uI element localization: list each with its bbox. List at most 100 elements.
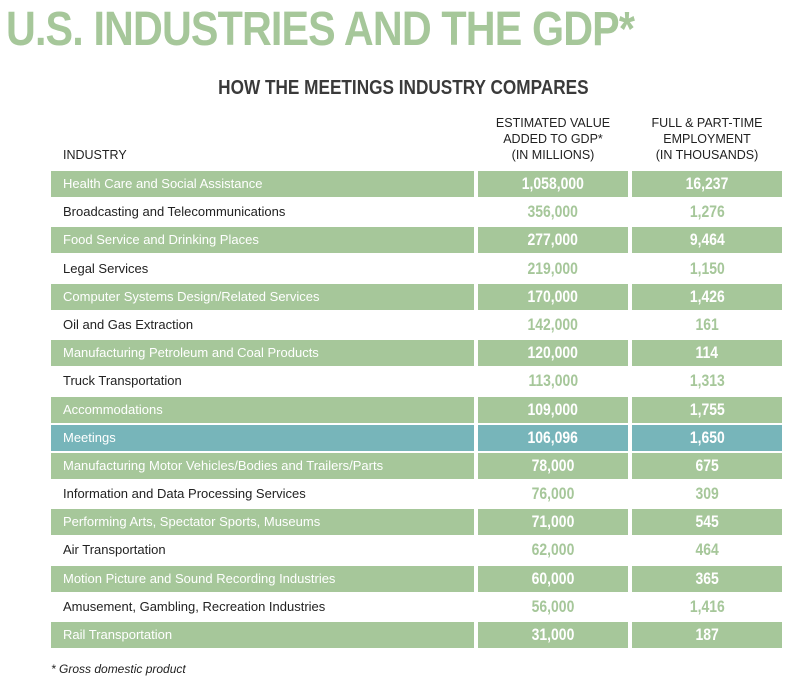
table-row: Oil and Gas Extraction 142,000 161 — [51, 312, 782, 338]
gdp-value: 62,000 — [531, 540, 575, 560]
employment-value: 1,650 — [689, 427, 725, 447]
gdp-cell: 60,000 — [478, 565, 628, 592]
table-row: Broadcasting and Telecommunications 356,0… — [51, 199, 782, 225]
gdp-cell: 170,000 — [478, 283, 628, 310]
column-header-emp-line3: (IN THOUSANDS) — [655, 148, 759, 162]
gdp-cell: 113,000 — [478, 368, 628, 394]
table-row: Information and Data Processing Services… — [51, 481, 782, 507]
column-header-gdp: ESTIMATED VALUE ADDED TO GDP* (IN MILLIO… — [478, 115, 628, 163]
column-header-emp-line2: EMPLOYMENT — [663, 132, 751, 146]
employment-cell: 1,276 — [632, 199, 782, 225]
gdp-cell: 356,000 — [478, 199, 628, 225]
column-header-gdp-line3: (IN MILLIONS) — [511, 148, 595, 162]
employment-cell: 1,416 — [632, 594, 782, 620]
gdp-cell: 76,000 — [478, 481, 628, 507]
industry-name: Manufacturing Petroleum and Coal Product… — [51, 340, 474, 367]
table-row: Truck Transportation 113,000 1,313 — [51, 368, 782, 394]
gdp-value: 31,000 — [531, 625, 575, 644]
gdp-value: 109,000 — [527, 399, 579, 419]
gdp-cell: 142,000 — [478, 312, 628, 338]
table-row: Manufacturing Petroleum and Coal Product… — [51, 340, 782, 367]
industry-name: Air Transportation — [63, 542, 166, 558]
subtitle-text: HOW THE MEETINGS INDUSTRY COMPARES — [218, 77, 589, 99]
table-row: Rail Transportation 31,000 187 — [51, 622, 782, 648]
industry-name: Motion Picture and Sound Recording Indus… — [51, 565, 474, 592]
footnote: * Gross domestic product — [51, 662, 186, 676]
table-row: Food Service and Drinking Places 277,000 9… — [51, 227, 782, 254]
employment-cell: 114 — [632, 340, 782, 367]
employment-value: 464 — [695, 540, 719, 560]
employment-value: 16,237 — [685, 174, 729, 193]
industry-name: Information and Data Processing Services — [63, 486, 306, 502]
gdp-cell: 106,096 — [478, 424, 628, 451]
employment-value: 1,426 — [689, 286, 725, 306]
page-subtitle: HOW THE MEETINGS INDUSTRY COMPARES — [0, 75, 807, 101]
gdp-cell: 219,000 — [478, 256, 628, 282]
employment-cell: 1,150 — [632, 256, 782, 282]
employment-value: 309 — [695, 484, 719, 504]
industry-table: Health Care and Social Assistance 1,058,0… — [51, 171, 782, 650]
gdp-cell: 31,000 — [478, 622, 628, 648]
gdp-value: 60,000 — [531, 568, 575, 588]
gdp-value: 356,000 — [527, 202, 579, 222]
gdp-cell: 277,000 — [478, 227, 628, 254]
employment-value: 114 — [695, 343, 719, 363]
industry-name: Legal Services — [63, 260, 149, 276]
column-header-employment: FULL & PART-TIME EMPLOYMENT (IN THOUSAND… — [632, 115, 782, 163]
table-row: Accommodations 109,000 1,755 — [51, 396, 782, 423]
employment-cell: 16,237 — [632, 171, 782, 197]
gdp-value: 170,000 — [527, 286, 579, 306]
table-row: Motion Picture and Sound Recording Indus… — [51, 565, 782, 592]
employment-cell: 187 — [632, 622, 782, 648]
employment-value: 545 — [695, 512, 719, 532]
gdp-value: 219,000 — [527, 258, 579, 278]
gdp-value: 106,096 — [527, 427, 579, 447]
gdp-cell: 1,058,000 — [478, 171, 628, 197]
employment-value: 365 — [695, 568, 719, 588]
industry-name: Broadcasting and Telecommunications — [63, 204, 286, 220]
column-header-gdp-line2: ADDED TO GDP* — [503, 132, 603, 146]
table-row: Air Transportation 62,000 464 — [51, 537, 782, 563]
gdp-value: 1,058,000 — [521, 174, 585, 193]
table-row: Performing Arts, Spectator Sports, Museu… — [51, 509, 782, 536]
employment-value: 1,313 — [689, 371, 725, 391]
gdp-cell: 109,000 — [478, 396, 628, 423]
employment-cell: 9,464 — [632, 227, 782, 254]
gdp-value: 120,000 — [527, 343, 579, 363]
column-header-gdp-line1: ESTIMATED VALUE — [495, 116, 611, 130]
industry-name: Amusement, Gambling, Recreation Industri… — [63, 598, 326, 614]
employment-cell: 545 — [632, 509, 782, 536]
gdp-cell: 62,000 — [478, 537, 628, 563]
gdp-value: 71,000 — [531, 512, 575, 532]
table-row: Health Care and Social Assistance 1,058,0… — [51, 171, 782, 197]
employment-cell: 1,650 — [632, 424, 782, 451]
employment-cell: 464 — [632, 537, 782, 563]
gdp-value: 78,000 — [531, 455, 575, 475]
employment-cell: 1,755 — [632, 396, 782, 423]
employment-value: 1,276 — [689, 202, 725, 222]
industry-name: Food Service and Drinking Places — [51, 227, 474, 254]
employment-cell: 161 — [632, 312, 782, 338]
column-header-industry: INDUSTRY — [63, 148, 127, 162]
table-row: Meetings 106,096 1,650 — [51, 424, 782, 451]
employment-value: 1,755 — [689, 399, 725, 419]
employment-value: 161 — [695, 314, 719, 334]
employment-value: 9,464 — [689, 230, 725, 250]
gdp-value: 142,000 — [527, 314, 579, 334]
industry-name: Truck Transportation — [63, 373, 182, 389]
employment-cell: 1,313 — [632, 368, 782, 394]
table-row: Amusement, Gambling, Recreation Industri… — [51, 594, 782, 620]
industry-name: Computer Systems Design/Related Services — [51, 283, 474, 310]
table-row: Computer Systems Design/Related Services… — [51, 283, 782, 310]
page-title: U.S. INDUSTRIES AND THE GDP* — [6, 3, 635, 56]
gdp-value: 76,000 — [531, 484, 575, 504]
employment-cell: 1,426 — [632, 283, 782, 310]
employment-value: 1,416 — [689, 596, 725, 616]
employment-value: 675 — [695, 455, 719, 475]
column-header-emp-line1: FULL & PART-TIME — [651, 116, 763, 130]
gdp-cell: 71,000 — [478, 509, 628, 536]
gdp-cell: 56,000 — [478, 594, 628, 620]
industry-name: Health Care and Social Assistance — [51, 171, 474, 197]
industry-name: Accommodations — [51, 396, 474, 423]
industry-name: Oil and Gas Extraction — [63, 316, 194, 332]
